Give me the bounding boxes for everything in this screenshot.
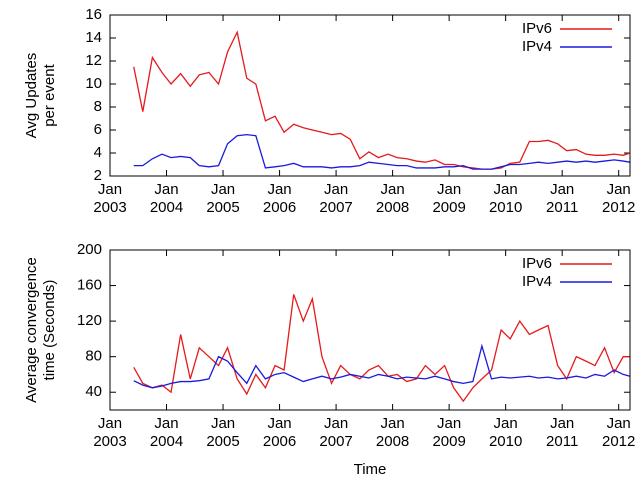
plot-frame <box>109 14 631 177</box>
x-tick-label: Jan 2007 <box>319 415 352 450</box>
x-tick-label: Jan 2003 <box>93 415 126 450</box>
x-axis-label: Time <box>354 461 387 478</box>
plot-frame <box>109 249 631 411</box>
y-axis-label: Average convergence <box>23 257 40 403</box>
y-tick-label: 12 <box>85 52 102 69</box>
legend-label: IPv6 <box>522 255 552 272</box>
x-tick-label: Jan 2009 <box>432 415 465 450</box>
y-tick-label: 2 <box>94 167 102 184</box>
y-tick-label: 8 <box>94 98 102 115</box>
series-line <box>133 294 630 403</box>
y-axis-label: time (Seconds) <box>41 280 58 381</box>
x-tick-label: Jan 2008 <box>376 181 409 216</box>
y-tick-label: 6 <box>94 121 102 138</box>
legend-label: IPv4 <box>522 273 552 290</box>
series-line <box>133 343 631 389</box>
y-axis-label: Avg Updates <box>23 53 40 139</box>
x-tick-label: Jan 2012 <box>602 181 635 216</box>
y-tick-label: 80 <box>85 348 102 365</box>
series-line <box>133 30 631 170</box>
y-tick-label: 4 <box>94 144 102 161</box>
x-tick-label: Jan 2006 <box>263 181 296 216</box>
x-tick-label: Jan 2006 <box>263 415 296 450</box>
series-line <box>133 133 631 170</box>
y-tick-label: 120 <box>77 312 102 329</box>
x-tick-label: Jan 2011 <box>546 181 578 216</box>
x-tick-label: Jan 2008 <box>376 415 409 450</box>
x-tick-label: Jan 2007 <box>319 181 352 216</box>
y-tick-label: 200 <box>77 241 102 258</box>
legend-label: IPv6 <box>522 20 552 37</box>
x-tick-label: Jan 2011 <box>546 415 578 450</box>
x-tick-label: Jan 2004 <box>150 415 183 450</box>
x-tick-label: Jan 2003 <box>93 181 126 216</box>
x-tick-label: Jan 2009 <box>432 181 465 216</box>
x-tick-label: Jan 2010 <box>489 181 522 216</box>
y-tick-label: 16 <box>85 6 102 23</box>
legend-label: IPv4 <box>522 38 552 55</box>
x-tick-label: Jan 2005 <box>206 415 239 450</box>
x-tick-label: Jan 2012 <box>602 415 635 450</box>
x-tick-label: Jan 2005 <box>206 181 239 216</box>
x-tick-label: Jan 2010 <box>489 415 522 450</box>
y-tick-label: 14 <box>85 29 102 46</box>
y-tick-label: 40 <box>85 383 102 400</box>
y-tick-label: 10 <box>85 75 102 92</box>
y-axis-label: per event <box>41 63 58 126</box>
x-tick-label: Jan 2004 <box>150 181 183 216</box>
y-tick-label: 160 <box>77 277 102 294</box>
